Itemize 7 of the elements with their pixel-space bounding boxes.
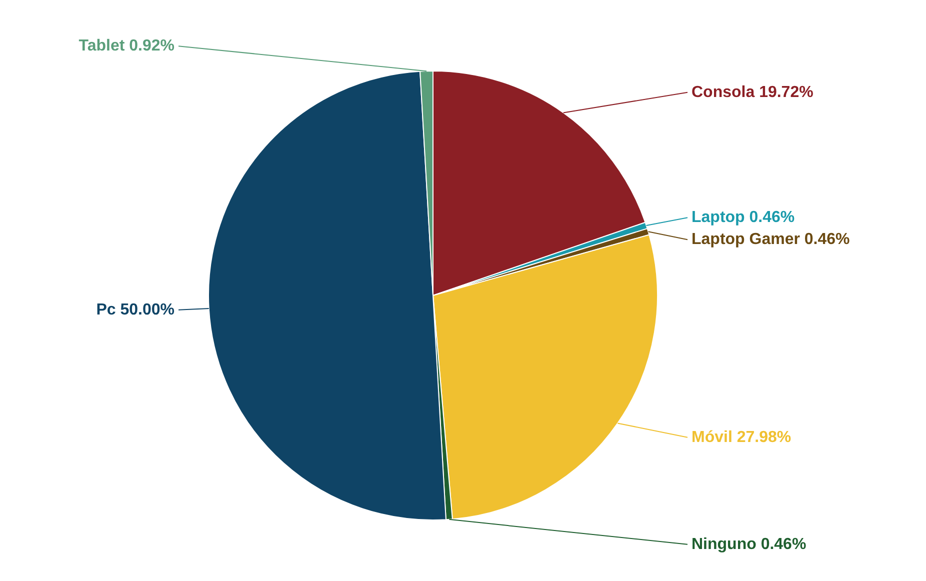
slice-label: Consola 19.72% [692, 84, 814, 101]
slice-label: Tablet 0.92% [78, 38, 174, 55]
slice-label: Pc 50.00% [96, 301, 174, 318]
slice-label: Móvil 27.98% [692, 428, 792, 446]
slice-label: Laptop Gamer 0.46% [692, 231, 850, 248]
slice-label: Ninguno 0.46% [692, 536, 806, 553]
slice-label: Laptop 0.46% [692, 209, 795, 226]
